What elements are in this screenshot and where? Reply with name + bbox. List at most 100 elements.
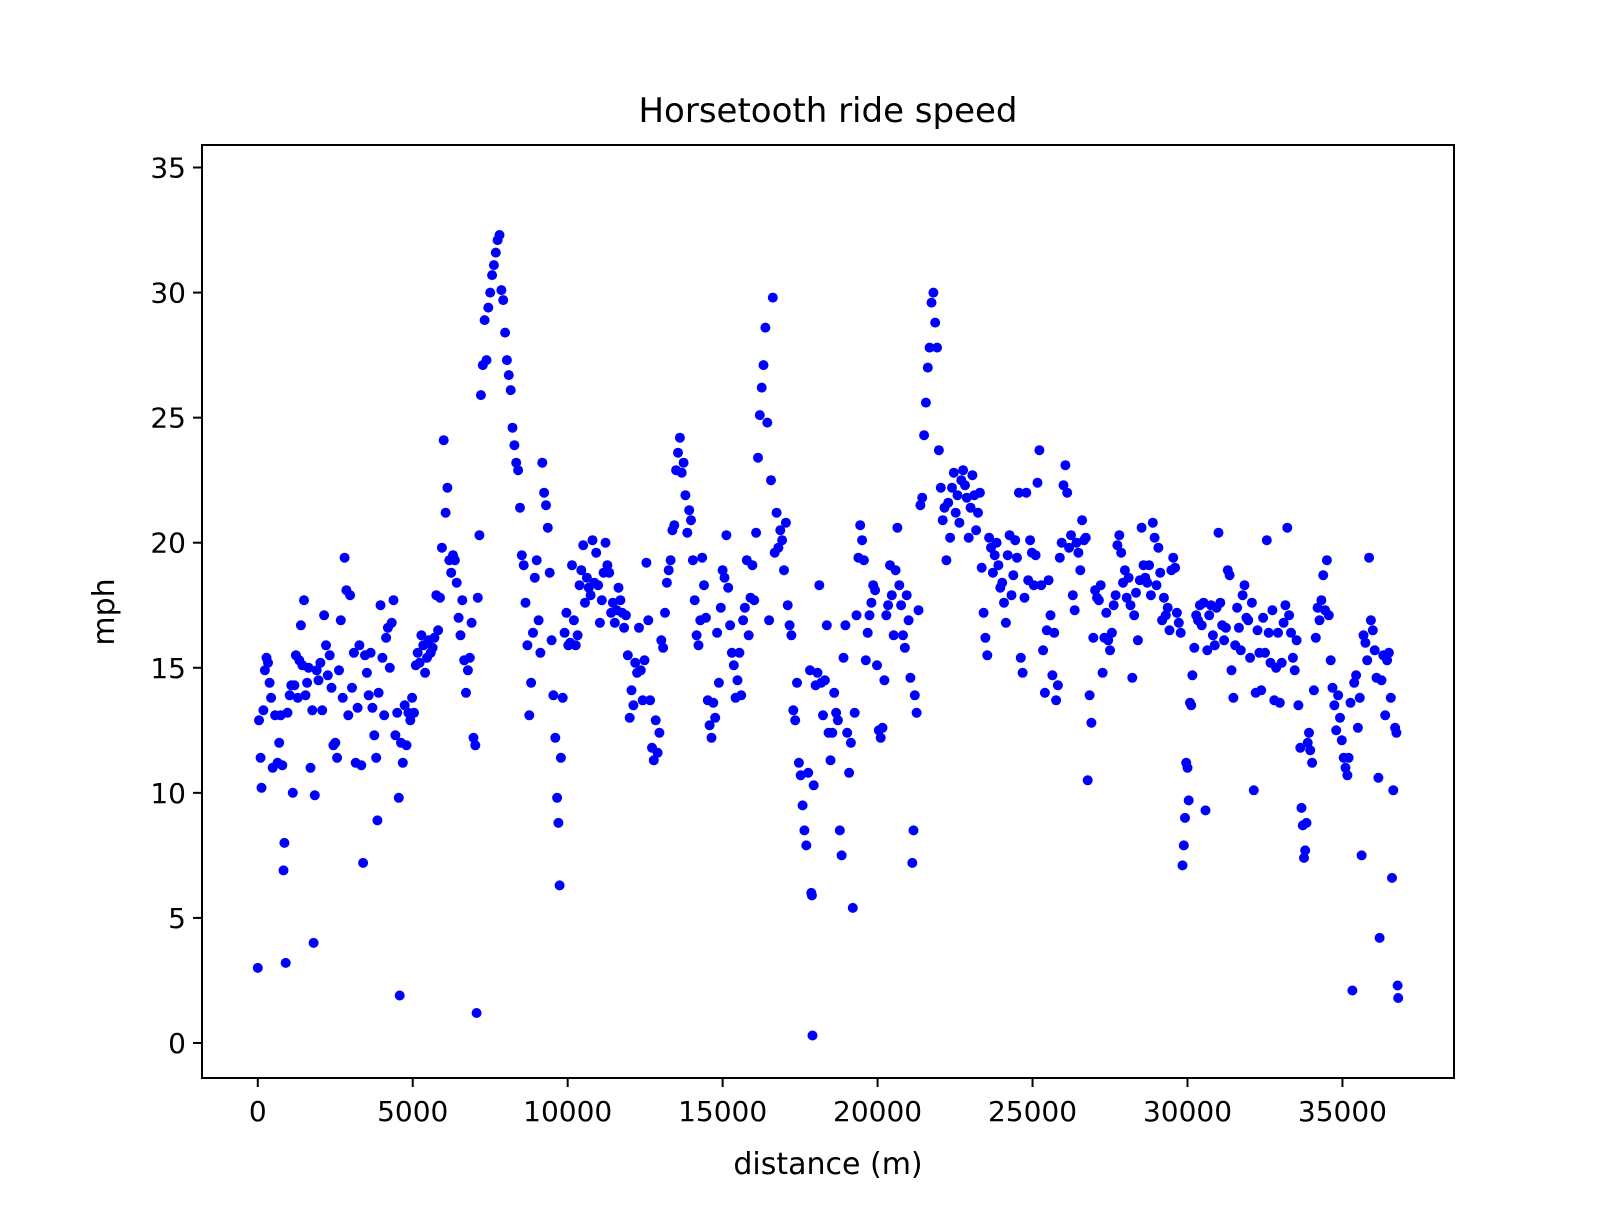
- data-point: [879, 675, 890, 686]
- data-point: [814, 580, 825, 591]
- data-point: [978, 607, 989, 618]
- data-point: [974, 487, 985, 498]
- data-point: [1180, 812, 1190, 823]
- data-point: [1331, 725, 1342, 736]
- data-point: [1119, 565, 1130, 576]
- data-point: [1183, 795, 1194, 806]
- data-point: [743, 630, 754, 641]
- data-point: [576, 565, 587, 576]
- data-point: [872, 660, 882, 671]
- data-point: [1025, 535, 1036, 546]
- data-point: [516, 550, 527, 561]
- data-point: [466, 617, 477, 628]
- data-point: [1204, 610, 1215, 621]
- data-point: [513, 465, 524, 476]
- data-point: [726, 647, 737, 658]
- data-point: [1196, 620, 1207, 631]
- data-point: [585, 590, 596, 601]
- data-point: [356, 760, 367, 771]
- data-point: [723, 582, 734, 593]
- plot-area: [252, 230, 1404, 1041]
- data-point: [1144, 560, 1155, 571]
- data-point: [890, 565, 901, 576]
- data-point: [965, 502, 976, 513]
- data-point: [866, 597, 877, 608]
- data-point: [555, 752, 566, 763]
- data-point: [1233, 622, 1244, 633]
- data-point: [840, 620, 851, 631]
- data-point: [674, 432, 685, 443]
- data-point: [749, 595, 760, 606]
- data-point: [352, 702, 363, 713]
- data-point: [1360, 637, 1371, 648]
- data-point: [559, 627, 570, 638]
- data-point: [1116, 547, 1127, 558]
- data-point: [725, 620, 736, 631]
- data-point: [1175, 627, 1186, 638]
- data-point: [1008, 570, 1019, 581]
- data-point: [999, 597, 1009, 608]
- data-point: [1019, 592, 1030, 603]
- data-point: [1155, 567, 1166, 578]
- data-point: [661, 577, 672, 588]
- data-point: [663, 565, 674, 576]
- data-point: [381, 632, 392, 643]
- data-point: [803, 767, 814, 778]
- data-point: [1051, 695, 1062, 706]
- data-point: [435, 592, 445, 603]
- data-point: [849, 707, 860, 718]
- data-point: [1125, 600, 1136, 611]
- data-point: [528, 627, 538, 638]
- data-point: [1121, 592, 1132, 603]
- data-point: [777, 535, 788, 546]
- data-point: [797, 800, 808, 811]
- data-point: [1289, 665, 1300, 676]
- data-point: [793, 757, 804, 768]
- data-point: [928, 287, 939, 298]
- data-point: [548, 690, 559, 701]
- data-point: [782, 600, 793, 611]
- data-point: [1145, 590, 1156, 601]
- data-point: [570, 640, 581, 651]
- data-point: [836, 850, 847, 861]
- data-point: [1385, 692, 1396, 703]
- data-point: [1177, 860, 1188, 871]
- data-point: [334, 665, 344, 676]
- data-point: [1299, 852, 1309, 863]
- data-point: [1391, 727, 1402, 738]
- y-tick-label: 30: [150, 277, 186, 310]
- data-point: [913, 605, 924, 616]
- data-point: [461, 687, 471, 698]
- data-point: [379, 710, 390, 721]
- data-point: [1021, 487, 1032, 498]
- data-point: [1345, 697, 1356, 708]
- data-point: [1252, 625, 1263, 636]
- data-point: [503, 370, 514, 381]
- data-point: [786, 630, 797, 641]
- data-point: [1232, 602, 1243, 613]
- data-point: [844, 767, 855, 778]
- data-point: [488, 260, 499, 271]
- data-point: [658, 642, 669, 653]
- data-point: [354, 640, 365, 651]
- data-point: [1060, 460, 1071, 471]
- data-point: [952, 490, 963, 501]
- data-point: [1066, 530, 1076, 541]
- data-point: [600, 537, 611, 548]
- data-point: [819, 675, 830, 686]
- data-point: [827, 727, 838, 738]
- data-point: [704, 720, 715, 731]
- data-point: [347, 682, 357, 693]
- data-point: [954, 517, 965, 528]
- data-point: [292, 692, 303, 703]
- data-point: [1318, 570, 1329, 581]
- data-point: [917, 492, 928, 503]
- data-point: [412, 647, 423, 658]
- data-point: [479, 315, 490, 326]
- data-point: [1246, 597, 1257, 608]
- data-point: [1015, 652, 1026, 663]
- data-point: [967, 470, 978, 481]
- data-point: [645, 695, 656, 706]
- data-point: [557, 692, 568, 703]
- data-point: [697, 552, 708, 563]
